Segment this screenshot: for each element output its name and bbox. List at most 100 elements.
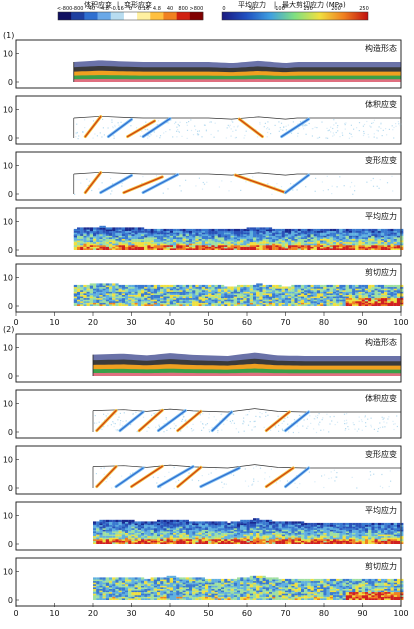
stress-cell [121, 238, 125, 241]
strain-speckle [270, 133, 272, 135]
stress-cell [211, 540, 215, 543]
stress-cell [377, 232, 381, 235]
stress-cell [96, 591, 100, 594]
stress-cell [368, 238, 372, 241]
stress-cell [176, 524, 180, 527]
strain-speckle [399, 125, 401, 127]
stress-cell [317, 524, 321, 527]
stress-cell [115, 522, 119, 526]
stress-cell [240, 243, 244, 246]
stress-cell [141, 538, 145, 541]
stress-cell [128, 295, 132, 299]
stress-cell [214, 521, 218, 524]
stress-cell [147, 527, 151, 530]
stress-cell [195, 244, 199, 247]
fault-line [280, 118, 310, 138]
stress-cell [150, 538, 154, 541]
stress-cell [256, 228, 260, 232]
stress-cell [268, 303, 273, 306]
strain-colorbar-tick: >800 [190, 6, 204, 12]
stress-cell [121, 291, 125, 294]
stress-cell [233, 286, 237, 289]
stress-cell [397, 532, 401, 535]
stress-cell [349, 538, 353, 541]
stress-cell [99, 532, 103, 535]
stress-cell [173, 292, 177, 295]
strain-speckle [213, 136, 215, 138]
stress-cell [134, 232, 138, 235]
strain-speckle [317, 414, 319, 417]
stress-cell [192, 530, 196, 533]
stress-cell [253, 533, 257, 537]
stress-cell [285, 538, 289, 541]
fault-line [200, 467, 240, 488]
stress-cell [115, 527, 119, 530]
stress-cell [332, 241, 337, 244]
stress-cell [380, 238, 385, 241]
strain-speckle [228, 190, 230, 192]
stress-cell [169, 302, 173, 305]
stress-cell [137, 247, 141, 250]
stress-cell [205, 538, 209, 541]
stress-cell [160, 521, 164, 524]
stress-cell [265, 540, 269, 543]
stress-cell [348, 299, 353, 302]
stress-cell [233, 236, 237, 239]
strain-speckle [392, 420, 394, 422]
stress-cell [393, 236, 397, 239]
stress-cell [115, 538, 119, 541]
stress-cell [384, 228, 388, 232]
stress-cell [173, 294, 177, 297]
stress-cell [371, 522, 375, 526]
stress-cell [141, 244, 145, 247]
stress-cell [259, 533, 263, 537]
stress-cell [160, 246, 164, 249]
stress-cell [352, 535, 356, 538]
stress-cell [297, 297, 301, 300]
stress-cell [208, 302, 212, 305]
stress-cell [192, 238, 196, 241]
stress-cell [336, 241, 340, 244]
stress-cell [307, 299, 311, 302]
stress-cell [253, 524, 257, 527]
stress-cell [179, 295, 183, 299]
stress-cell [179, 537, 183, 540]
stress-cell [115, 284, 119, 288]
stress-cell [192, 244, 196, 247]
stress-cell [281, 302, 285, 305]
strain-speckle [165, 418, 167, 420]
stress-cell [368, 526, 372, 529]
stress-cell [99, 239, 103, 243]
stress-cell [185, 295, 189, 299]
stress-cell [99, 288, 103, 291]
stress-cell [352, 294, 356, 297]
stress-cell [93, 526, 97, 529]
stress-cell [400, 526, 404, 529]
stress-cell [179, 228, 183, 232]
stress-cell [326, 533, 330, 537]
fault-line [96, 465, 117, 488]
stress-cell [249, 526, 253, 529]
stress-cell [230, 236, 234, 239]
stress-cell [259, 541, 263, 544]
stress-cell [355, 526, 359, 529]
stress-cell [380, 243, 385, 246]
stress-cell [316, 235, 321, 238]
stress-cell [169, 519, 173, 522]
stress-cell [153, 236, 157, 239]
stress-cell [339, 241, 343, 244]
panel-title: 体积应变 [365, 99, 397, 109]
stress-cell [99, 243, 103, 246]
stress-cell [150, 533, 154, 537]
strain-speckle [386, 134, 388, 136]
stress-cell [115, 291, 119, 294]
stress-cell [368, 239, 372, 243]
strain-speckle [387, 418, 389, 420]
stress-cell [128, 524, 132, 527]
stress-cell [387, 284, 391, 288]
strain-colorbar-tick: -4.8 [99, 6, 109, 12]
stress-cell [361, 302, 365, 305]
stress-cell [192, 241, 196, 244]
stress-cell [131, 286, 135, 289]
